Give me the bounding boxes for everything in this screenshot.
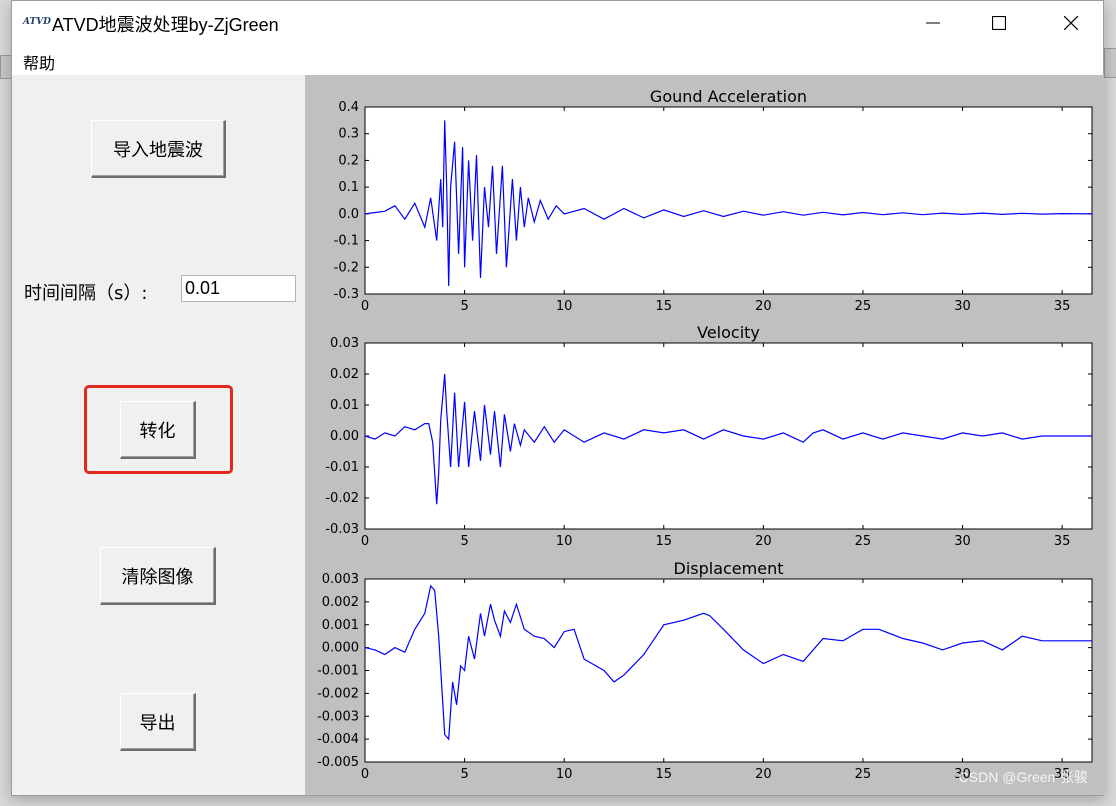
- chart-2-ytick-label: -0.003: [317, 709, 359, 724]
- menu-bar: 帮助: [12, 45, 1103, 75]
- chart-1-xtick-label: 20: [755, 534, 772, 549]
- chart-1-ytick-label: -0.03: [325, 522, 359, 537]
- chart-2-ytick-label: 0.003: [322, 572, 359, 587]
- chart-2-xtick-label: 15: [655, 767, 672, 782]
- maximize-button[interactable]: [976, 1, 1022, 45]
- chart-1-ytick-label: 0.01: [330, 398, 359, 413]
- chart-0-xtick-label: 35: [1054, 299, 1071, 314]
- highlight-annotation: [84, 385, 233, 474]
- chart-1-xtick-label: 35: [1054, 534, 1071, 549]
- chart-0-series-0-line: [364, 120, 1093, 287]
- watermark: CSDN @Green-张骏: [958, 769, 1088, 785]
- chart-1-ytick-label: 0.02: [330, 367, 359, 382]
- chart-0-xtick-label: 15: [655, 299, 672, 314]
- chart-1-xtick-label: 30: [954, 534, 971, 549]
- chart-1-xtick-label: 5: [460, 534, 468, 549]
- chart-1-xtick-label: 0: [361, 534, 369, 549]
- chart-0-xtick-label: 25: [855, 299, 872, 314]
- chart-1-ytick-label: -0.02: [325, 491, 359, 506]
- chart-2-xtick-label: 35: [1054, 767, 1071, 782]
- window-title: ATVD地震波处理by-ZjGreen: [52, 15, 279, 35]
- minimize-icon: [926, 22, 940, 24]
- app-window: ATVD ATVD地震波处理by-ZjGreen 帮助 导入地震波 时间间隔（s…: [11, 0, 1104, 796]
- time-interval-label: 时间间隔（s）:: [24, 283, 148, 304]
- chart-2-title: Displacement: [674, 559, 784, 578]
- plots-canvas: Gound Acceleration 0 5 10 15 20 25 30 35 0.4 0.3 0.…: [317, 87, 1093, 782]
- chart-2-ytick-label: 0.001: [322, 618, 359, 633]
- clear-plots-button[interactable]: 清除图像: [100, 547, 216, 605]
- chart-0-ytick-label: 0.1: [338, 180, 359, 195]
- chart-2-xtick-label: 0: [361, 767, 369, 782]
- chart-1-ytick-label: 0.00: [330, 429, 359, 444]
- chart-2-ytick-label: -0.001: [317, 664, 359, 679]
- chart-1-xtick-label: 15: [655, 534, 672, 549]
- chart-1-ytick-label: 0.03: [330, 336, 359, 351]
- maximize-icon: [992, 16, 1006, 30]
- background-window-edge-right: [1104, 48, 1116, 78]
- chart-0-xtick-label: 20: [755, 299, 772, 314]
- app-logo-icon: ATVD: [23, 17, 51, 27]
- chart-1-title: Velocity: [697, 323, 760, 342]
- minimize-button[interactable]: [910, 1, 956, 45]
- chart-1-xtick-label: 25: [855, 534, 872, 549]
- chart-1-ytick-label: -0.01: [325, 460, 359, 475]
- chart-2-xtick-label: 5: [460, 767, 468, 782]
- chart-2-xtick-label: 25: [855, 767, 872, 782]
- chart-0-ytick-label: 0.0: [338, 207, 359, 222]
- close-icon: [1064, 16, 1078, 30]
- chart-0-xtick-label: 5: [460, 299, 468, 314]
- chart-2-xtick-label: 30: [954, 767, 971, 782]
- import-seismic-wave-button[interactable]: 导入地震波: [91, 120, 226, 178]
- chart-0-ytick-label: -0.1: [334, 234, 359, 249]
- plot-area: Gound Acceleration 0 5 10 15 20 25 30 35 0.4 0.3 0.…: [305, 75, 1104, 795]
- chart-2-ytick-label: -0.002: [317, 686, 359, 701]
- chart-0-ytick-label: -0.3: [334, 287, 359, 302]
- chart-1-xtick-label: 10: [556, 534, 573, 549]
- chart-2-ytick-label: 0.002: [322, 595, 359, 610]
- chart-0-xtick-label: 10: [556, 299, 573, 314]
- chart-2-ytick-label: -0.005: [317, 755, 359, 770]
- chart-2-ytick-label: 0.000: [322, 641, 359, 656]
- chart-2-xtick-label: 10: [556, 767, 573, 782]
- export-button[interactable]: 导出: [120, 693, 196, 751]
- close-button[interactable]: [1048, 1, 1094, 45]
- time-interval-input[interactable]: [181, 275, 296, 302]
- title-bar: ATVD ATVD地震波处理by-ZjGreen: [12, 1, 1103, 45]
- chart-1-plot-frame: [364, 342, 1093, 530]
- control-panel: 导入地震波 时间间隔（s）: 转化 清除图像 导出: [12, 75, 305, 795]
- chart-0-ytick-label: 0.4: [338, 100, 359, 115]
- chart-0-xtick-label: 0: [361, 299, 369, 314]
- chart-0-ytick-label: 0.2: [338, 153, 359, 168]
- chart-0-ytick-label: -0.2: [334, 260, 359, 275]
- chart-2-plot-frame: [364, 578, 1093, 763]
- convert-button[interactable]: 转化: [120, 401, 196, 459]
- chart-0-xtick-label: 30: [954, 299, 971, 314]
- chart-2-series-0-line: [364, 584, 1092, 741]
- menu-help[interactable]: 帮助: [23, 54, 56, 73]
- chart-0-title: Gound Acceleration: [650, 87, 807, 106]
- chart-1-series-0-line: [364, 373, 1092, 505]
- chart-2-ytick-label: -0.004: [317, 732, 359, 747]
- chart-2-xtick-label: 20: [755, 767, 772, 782]
- chart-0-ytick-label: 0.3: [338, 127, 359, 142]
